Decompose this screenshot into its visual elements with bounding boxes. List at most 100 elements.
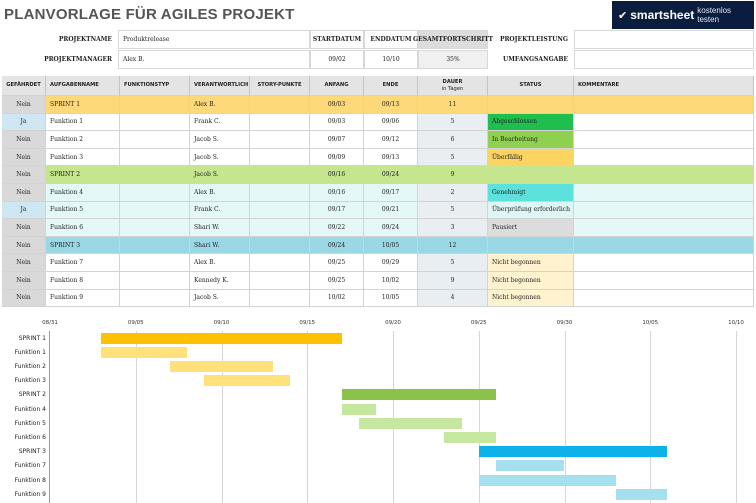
cell-kommentare[interactable]	[574, 166, 754, 184]
gantt-bar[interactable]	[478, 474, 616, 486]
cell-ende[interactable]: 10/05	[364, 236, 418, 255]
cell-dauer[interactable]: 5	[418, 254, 488, 272]
cell-anfang[interactable]: 09/16	[310, 183, 364, 202]
cell-funktionstyp[interactable]	[120, 113, 190, 132]
cell-aufgabenname[interactable]: Funktion 7	[46, 254, 120, 272]
cell-ende[interactable]: 09/17	[364, 183, 418, 202]
cell-verantwortlich[interactable]: Shari W.	[190, 219, 250, 237]
col-aufgabenname[interactable]: AUFGABENNAME	[46, 76, 120, 96]
cell-status[interactable]: Nicht begonnen	[488, 254, 574, 272]
cell-ende[interactable]: 10/02	[364, 271, 418, 290]
cell-funktionstyp[interactable]	[120, 131, 190, 149]
cell-gefaehrdet[interactable]: Nein	[2, 148, 46, 167]
cell-aufgabenname[interactable]: Funktion 2	[46, 131, 120, 149]
cell-verantwortlich[interactable]: Frank C.	[190, 201, 250, 220]
col-verantwortlich[interactable]: VERANTWORTLICH	[190, 76, 250, 96]
cell-ende[interactable]: 09/13	[364, 148, 418, 167]
cell-story-punkte[interactable]	[250, 166, 310, 184]
gantt-bar[interactable]	[204, 375, 291, 387]
cell-funktionstyp[interactable]	[120, 236, 190, 255]
cell-dauer[interactable]: 6	[418, 131, 488, 149]
cell-verantwortlich[interactable]: Jacob S.	[190, 131, 250, 149]
cell-gefaehrdet[interactable]: Ja	[2, 201, 46, 220]
cell-ende[interactable]: 09/29	[364, 254, 418, 272]
cell-gefaehrdet[interactable]: Nein	[2, 183, 46, 202]
cell-verantwortlich[interactable]: Alex B.	[190, 183, 250, 202]
cell-funktionstyp[interactable]	[120, 148, 190, 167]
col-kommentare[interactable]: KOMMENTARE	[574, 76, 754, 96]
cell-anfang[interactable]: 09/16	[310, 166, 364, 184]
cell-anfang[interactable]: 09/03	[310, 113, 364, 132]
projektname-field[interactable]: Produktrelease	[118, 30, 310, 49]
cell-story-punkte[interactable]	[250, 183, 310, 202]
projektleistung-field[interactable]	[574, 30, 754, 49]
startdatum-field[interactable]: 09/02	[310, 50, 364, 69]
cell-aufgabenname[interactable]: Funktion 5	[46, 201, 120, 220]
cell-kommentare[interactable]	[574, 148, 754, 167]
cell-anfang[interactable]: 09/09	[310, 148, 364, 167]
cell-verantwortlich[interactable]: Shari W.	[190, 236, 250, 255]
cell-status[interactable]: Abgeschlossen	[488, 113, 574, 132]
cell-anfang[interactable]: 10/02	[310, 289, 364, 308]
cell-anfang[interactable]: 09/22	[310, 219, 364, 237]
cell-dauer[interactable]: 9	[418, 166, 488, 184]
cell-funktionstyp[interactable]	[120, 201, 190, 220]
gantt-bar[interactable]	[101, 332, 342, 344]
cell-dauer[interactable]: 9	[418, 271, 488, 290]
cell-kommentare[interactable]	[574, 113, 754, 132]
cell-aufgabenname[interactable]: Funktion 8	[46, 271, 120, 290]
umfangsangabe-field[interactable]	[574, 50, 754, 69]
col-gefaehrdet[interactable]: GEFÄHRDET	[2, 76, 46, 96]
cell-story-punkte[interactable]	[250, 131, 310, 149]
gantt-bar[interactable]	[101, 346, 188, 358]
cell-ende[interactable]: 09/06	[364, 113, 418, 132]
cell-status[interactable]: Nicht begonnen	[488, 289, 574, 308]
cell-kommentare[interactable]	[574, 201, 754, 220]
cell-ende[interactable]: 10/05	[364, 289, 418, 308]
cell-verantwortlich[interactable]: Kennedy K.	[190, 271, 250, 290]
gantt-bar[interactable]	[444, 431, 496, 443]
cell-dauer[interactable]: 3	[418, 219, 488, 237]
cell-funktionstyp[interactable]	[120, 271, 190, 290]
cell-kommentare[interactable]	[574, 183, 754, 202]
gantt-bar[interactable]	[478, 446, 668, 458]
cell-verantwortlich[interactable]: Jacob S.	[190, 289, 250, 308]
col-anfang[interactable]: ANFANG	[310, 76, 364, 96]
cell-kommentare[interactable]	[574, 219, 754, 237]
cell-gefaehrdet[interactable]: Nein	[2, 271, 46, 290]
cell-funktionstyp[interactable]	[120, 96, 190, 114]
cell-funktionstyp[interactable]	[120, 289, 190, 308]
cell-story-punkte[interactable]	[250, 201, 310, 220]
cell-aufgabenname[interactable]: SPRINT 1	[46, 96, 120, 114]
cell-status[interactable]: In Bearbeitung	[488, 131, 574, 149]
cell-anfang[interactable]: 09/17	[310, 201, 364, 220]
col-funktionstyp[interactable]: FUNKTIONSTYP	[120, 76, 190, 96]
gantt-bar[interactable]	[495, 460, 565, 472]
col-dauer[interactable]: DAUER in Tagen	[418, 76, 488, 96]
cell-verantwortlich[interactable]: Alex B.	[190, 96, 250, 114]
cell-dauer[interactable]: 2	[418, 183, 488, 202]
cell-ende[interactable]: 09/12	[364, 131, 418, 149]
cell-status[interactable]	[488, 166, 574, 184]
cell-dauer[interactable]: 5	[418, 113, 488, 132]
cell-dauer[interactable]: 4	[418, 289, 488, 308]
banner-cta[interactable]: kostenlos testen	[697, 6, 732, 24]
cell-gefaehrdet[interactable]: Nein	[2, 96, 46, 114]
cell-anfang[interactable]: 09/24	[310, 236, 364, 255]
cell-story-punkte[interactable]	[250, 236, 310, 255]
cell-verantwortlich[interactable]: Jacob S.	[190, 166, 250, 184]
cell-story-punkte[interactable]	[250, 271, 310, 290]
cell-verantwortlich[interactable]: Frank C.	[190, 113, 250, 132]
cell-status[interactable]: Überfällig	[488, 148, 574, 167]
cell-gefaehrdet[interactable]: Nein	[2, 131, 46, 149]
gantt-bar[interactable]	[341, 389, 496, 401]
cell-gefaehrdet[interactable]: Ja	[2, 113, 46, 132]
cell-aufgabenname[interactable]: Funktion 3	[46, 148, 120, 167]
cell-status[interactable]: Überprüfung erforderlich	[488, 201, 574, 220]
gantt-bar[interactable]	[170, 360, 273, 372]
cell-aufgabenname[interactable]: Funktion 9	[46, 289, 120, 308]
cell-gefaehrdet[interactable]: Nein	[2, 254, 46, 272]
cell-funktionstyp[interactable]	[120, 183, 190, 202]
cell-story-punkte[interactable]	[250, 96, 310, 114]
smartsheet-banner[interactable]: ✔ smartsheet kostenlos testen	[612, 1, 754, 29]
